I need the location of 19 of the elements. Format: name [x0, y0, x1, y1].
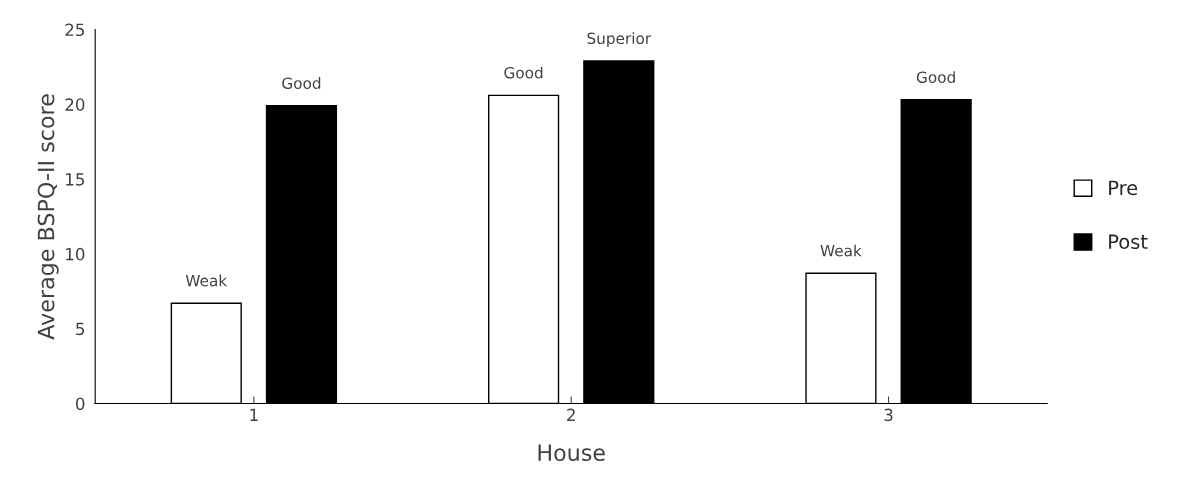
x-tick-label: 3	[884, 408, 893, 422]
x-tick-label: 2	[567, 408, 575, 421]
data-label: Good	[282, 77, 321, 89]
y-tick-label: 10	[66, 247, 85, 261]
y-tick-label: 5	[76, 322, 85, 336]
x-tick-label: 1	[250, 408, 258, 421]
data-label: Good	[504, 66, 543, 79]
y-tick-label: 0	[75, 397, 85, 411]
y-tick-label: 15	[66, 173, 85, 186]
x-axis-title: House	[538, 444, 605, 462]
data-label: Weak	[820, 244, 862, 257]
y-axis-title: Average BSPQ-II score	[37, 94, 59, 340]
legend-label: Pre	[1109, 180, 1138, 196]
data-label: Weak	[185, 274, 228, 287]
y-tick-label: 25	[65, 23, 85, 37]
legend-label: Post	[1109, 234, 1148, 250]
y-tick-label: 20	[65, 98, 85, 111]
data-label: Good	[916, 71, 955, 83]
data-label: Superior	[587, 32, 652, 48]
